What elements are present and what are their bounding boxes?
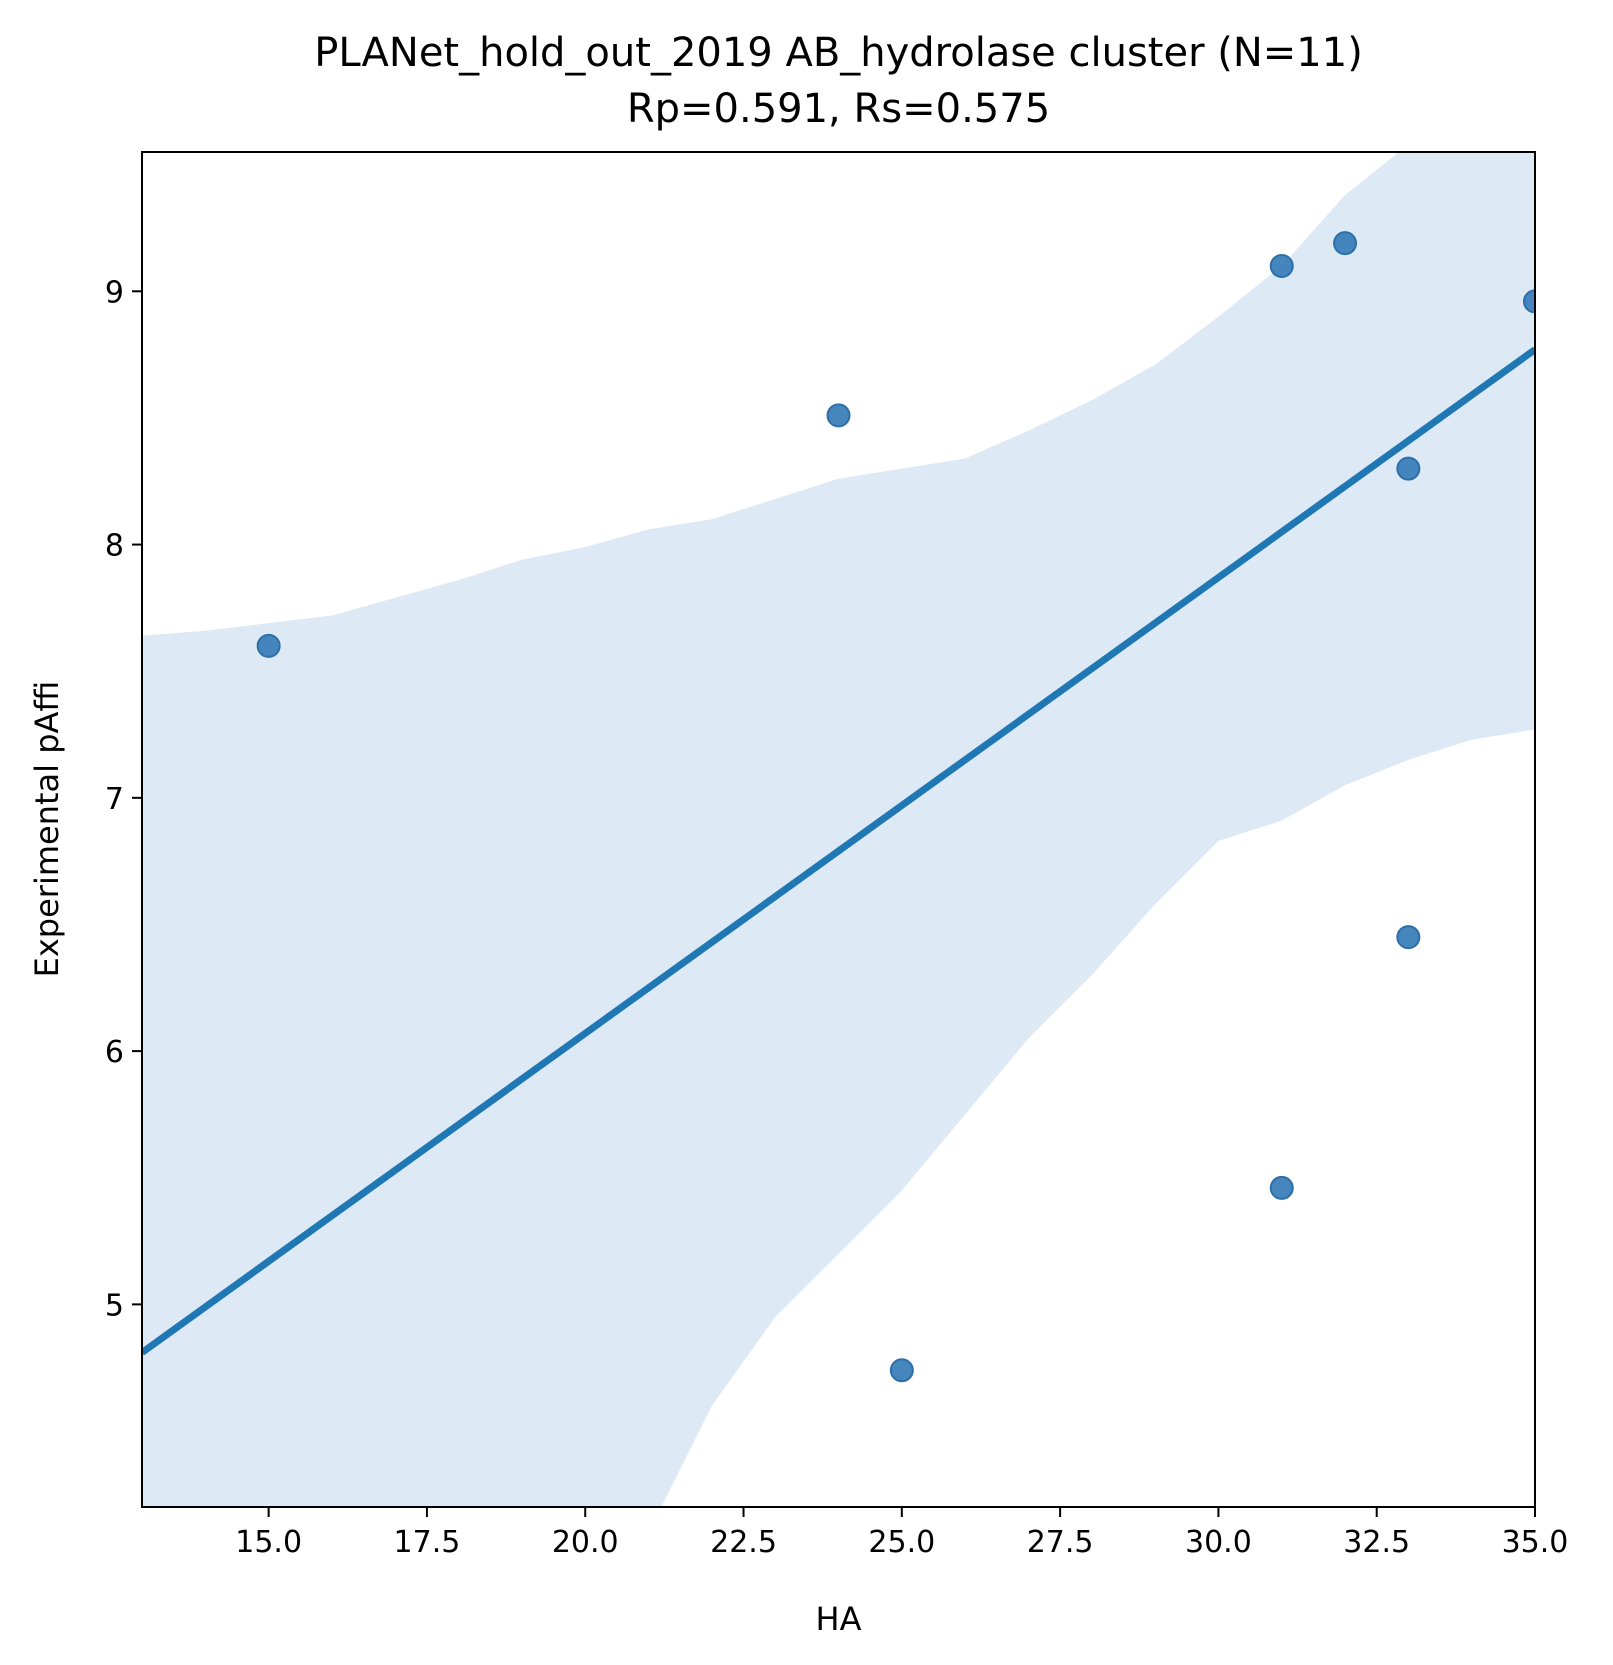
x-axis: 15.0 17.5 20.0 22.5 25.0 27.5 30.0 32.5 35.0	[235, 1507, 1568, 1560]
plot-area	[142, 152, 1535, 1507]
x-tick-label: 17.5	[394, 1525, 461, 1560]
plot-frame	[141, 151, 1536, 1508]
chart-title: PLANet_hold_out_2019 AB_hydrolase cluste…	[314, 30, 1363, 76]
data-point	[1396, 925, 1421, 950]
regression-line	[142, 346, 1535, 1356]
x-tick-label: 32.5	[1343, 1525, 1410, 1560]
y-tick-label: 8	[105, 529, 124, 564]
chart-subtitle: Rp=0.591, Rs=0.575	[627, 86, 1050, 132]
confidence-band	[142, 152, 1535, 1507]
points-layer	[256, 231, 1535, 1383]
data-point	[1333, 231, 1358, 256]
x-tick-label: 15.0	[235, 1525, 302, 1560]
data-point	[889, 1358, 914, 1383]
x-tick-label: 30.0	[1185, 1525, 1252, 1560]
y-tick-label: 9	[105, 275, 124, 310]
y-tick-label: 5	[105, 1288, 124, 1323]
x-axis-label: HA	[816, 1600, 862, 1638]
x-tick-label: 35.0	[1502, 1525, 1569, 1560]
data-point	[1523, 289, 1535, 314]
x-tick-label: 20.0	[552, 1525, 619, 1560]
data-point	[826, 403, 851, 428]
y-axis: 5 6 7 8 9	[105, 275, 142, 1323]
y-tick-label: 7	[105, 782, 124, 817]
x-tick-label: 25.0	[868, 1525, 935, 1560]
data-point	[1269, 253, 1294, 278]
x-tick-label: 22.5	[710, 1525, 777, 1560]
y-axis-label: Experimental pAffi	[28, 681, 66, 978]
y-tick-label: 6	[105, 1035, 124, 1070]
data-point	[1269, 1175, 1294, 1200]
x-tick-label: 27.5	[1027, 1525, 1094, 1560]
data-point	[1396, 456, 1421, 481]
data-point	[256, 633, 281, 658]
